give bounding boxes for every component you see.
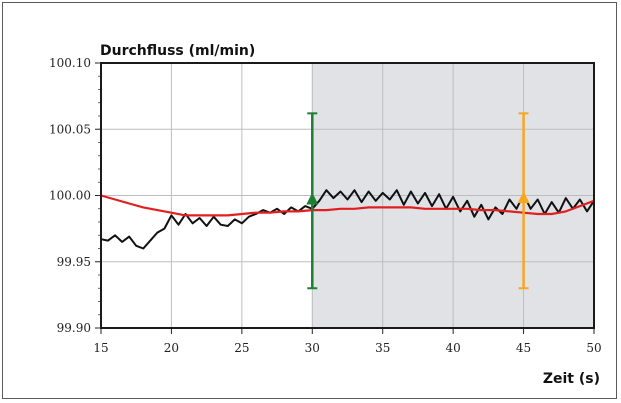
labels-layer: Durchfluss (ml/min) Zeit (s) 15 20 25 30 35 4… [49, 43, 602, 387]
series-1-line [100, 189, 595, 250]
y-tick-label: 100.10 [49, 56, 91, 70]
x-tick-label: 35 [375, 341, 390, 355]
x-tick-label: 40 [446, 341, 461, 355]
series-layer [100, 189, 595, 250]
error-bar-1-marker [306, 192, 319, 205]
x-tick-label: 20 [164, 341, 179, 355]
x-tick-label: 30 [305, 341, 320, 355]
x-tick-label: 45 [516, 341, 531, 355]
y-tick-label: 99.95 [57, 255, 91, 269]
x-tick-label: 25 [234, 341, 249, 355]
series-2-line [100, 194, 595, 217]
y-tick-label: 100.00 [49, 189, 91, 203]
axes-layer [95, 62, 595, 334]
x-axis-label: Zeit (s) [543, 371, 600, 387]
y-tick-label: 99.90 [57, 321, 91, 335]
y-tick-label: 100.05 [49, 122, 91, 136]
y-axis-label: Durchfluss (ml/min) [100, 43, 255, 59]
x-tick-label: 50 [586, 341, 601, 355]
plot-border [100, 62, 595, 329]
error-bar-2-marker [517, 191, 530, 204]
x-tick-label: 15 [93, 341, 108, 355]
error-bar-layer [306, 112, 530, 290]
